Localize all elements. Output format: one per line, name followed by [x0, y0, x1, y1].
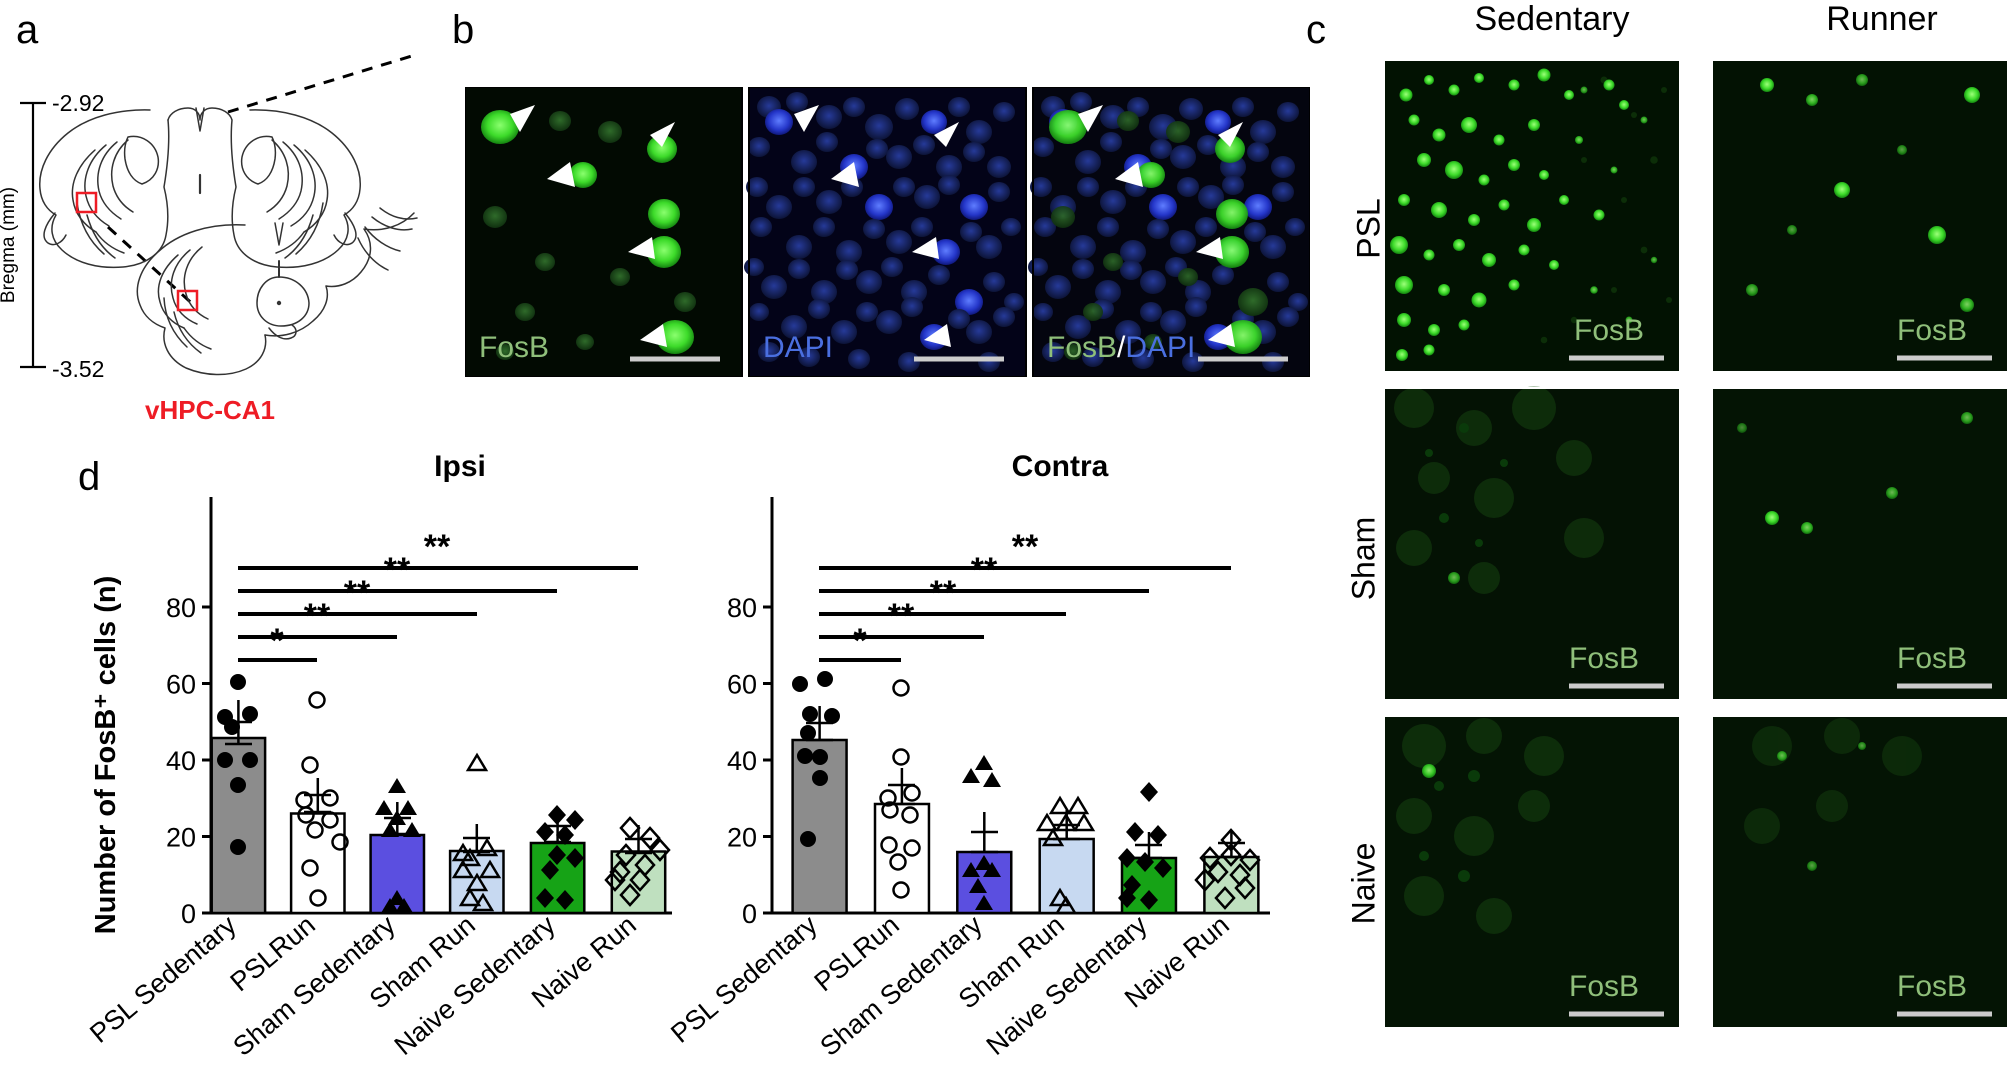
svg-text:FosB/DAPI: FosB/DAPI: [1047, 331, 1195, 364]
svg-text:Bregma (mm): Bregma (mm): [0, 187, 19, 303]
svg-text:PSL Sedentary: PSL Sedentary: [665, 909, 823, 1048]
svg-text:40: 40: [166, 746, 196, 776]
svg-text:FosB: FosB: [1897, 314, 1967, 347]
svg-text:**: **: [930, 574, 957, 612]
svg-text:FosB: FosB: [1569, 642, 1639, 675]
svg-text:**: **: [304, 597, 331, 635]
svg-text:*: *: [853, 622, 867, 660]
svg-text:0: 0: [742, 899, 757, 929]
svg-text:DAPI: DAPI: [763, 331, 833, 364]
svg-text:**: **: [971, 551, 998, 589]
svg-text:FosB: FosB: [1569, 970, 1639, 1003]
svg-text:0: 0: [181, 899, 196, 929]
svg-text:FosB: FosB: [1574, 314, 1644, 347]
svg-text:FosB: FosB: [1897, 642, 1967, 675]
svg-text:Number of FosB⁺ cells (n): Number of FosB⁺ cells (n): [90, 576, 122, 935]
svg-text:**: **: [344, 574, 371, 612]
svg-text:60: 60: [727, 670, 757, 700]
svg-text:**: **: [888, 597, 915, 635]
svg-text:-2.92: -2.92: [52, 90, 104, 116]
svg-text:FosB: FosB: [479, 331, 549, 364]
svg-text:FosB: FosB: [1897, 970, 1967, 1003]
svg-text:20: 20: [166, 823, 196, 853]
svg-text:**: **: [1012, 528, 1039, 566]
svg-text:60: 60: [166, 670, 196, 700]
svg-text:**: **: [424, 528, 451, 566]
svg-text:**: **: [384, 551, 411, 589]
svg-text:20: 20: [727, 823, 757, 853]
svg-text:80: 80: [727, 593, 757, 623]
svg-text:*: *: [270, 622, 284, 660]
svg-text:-3.52: -3.52: [52, 356, 104, 382]
svg-text:40: 40: [727, 746, 757, 776]
svg-text:80: 80: [166, 593, 196, 623]
